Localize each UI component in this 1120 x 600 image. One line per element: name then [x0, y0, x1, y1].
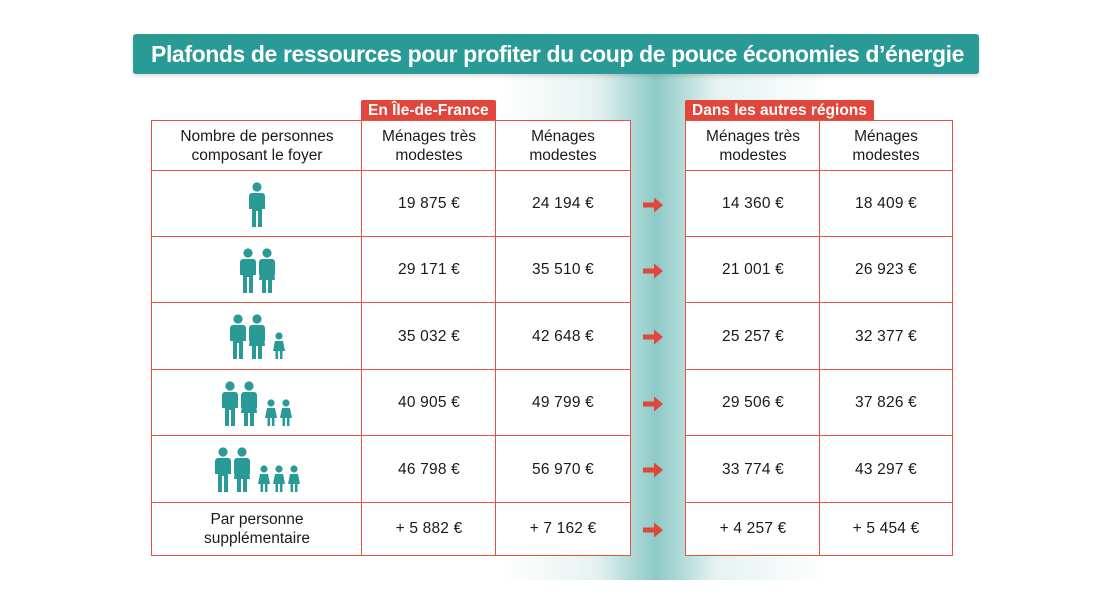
value-autres-modestes: 32 377 € [819, 302, 953, 371]
household-figures [214, 447, 301, 492]
child-icon [265, 398, 277, 426]
child-icon [280, 398, 292, 426]
extra-idf-tres-modestes-text: + 5 882 € [395, 520, 463, 537]
value-idf-tres-modestes-text: 35 032 € [398, 327, 460, 345]
household-figures [229, 314, 286, 359]
value-autres-modestes-text: 26 923 € [855, 261, 917, 278]
value-autres-modestes-text: 18 409 € [855, 195, 917, 212]
value-idf-modestes-text: 56 970 € [532, 460, 594, 478]
value-idf-tres-modestes: 35 032 € [361, 302, 497, 371]
value-autres-modestes-text: 37 826 € [855, 394, 917, 411]
value-idf-tres-modestes-text: 19 875 € [398, 195, 460, 212]
value-autres-modestes-text: 32 377 € [855, 327, 917, 345]
title-banner [133, 34, 979, 74]
value-idf-modestes: 42 648 € [495, 302, 631, 371]
value-autres-tres-modestes-text: 29 506 € [722, 394, 784, 411]
person-icon [248, 314, 265, 359]
person-icon [258, 247, 275, 293]
household-icons [151, 236, 363, 304]
child-icon [272, 332, 285, 359]
extra-idf-modestes-text: + 7 162 € [529, 520, 597, 537]
page-title: Plafonds de ressources pour profiter du … [151, 41, 965, 67]
value-idf-tres-modestes-text: 29 171 € [398, 261, 460, 278]
value-autres-tres-modestes: 21 001 € [685, 236, 821, 304]
household-icons [151, 435, 363, 504]
arrow-right-icon [643, 522, 663, 537]
household-figures [239, 247, 276, 293]
extra-autres-tres-modestes: + 4 257 € [685, 502, 821, 556]
person-icon [229, 314, 246, 359]
household-icons [151, 369, 363, 437]
header-household-size-text: Nombre de personnes composant le foyer [180, 128, 334, 164]
extra-autres-modestes-text: + 5 454 € [852, 520, 920, 537]
value-autres-tres-modestes-text: 14 360 € [722, 195, 784, 212]
extra-person-label: Par personne supplémentaire [151, 502, 363, 556]
person-icon [222, 380, 238, 426]
value-idf-tres-modestes-text: 46 798 € [398, 460, 460, 478]
extra-autres-tres-modestes-text: + 4 257 € [719, 520, 787, 537]
value-idf-modestes: 56 970 € [495, 435, 631, 504]
value-autres-tres-modestes-text: 33 774 € [722, 460, 784, 478]
value-idf-tres-modestes-text: 40 905 € [398, 394, 460, 411]
value-autres-tres-modestes: 33 774 € [685, 435, 821, 504]
value-idf-tres-modestes: 40 905 € [361, 369, 497, 437]
header-autres-tres-modestes: Ménages très modestes [685, 120, 821, 172]
value-idf-tres-modestes: 29 171 € [361, 236, 497, 304]
value-autres-modestes: 26 923 € [819, 236, 953, 304]
value-autres-tres-modestes-text: 21 001 € [722, 261, 784, 278]
household-icons [151, 170, 363, 238]
value-idf-modestes-text: 35 510 € [532, 261, 594, 278]
value-idf-modestes-text: 42 648 € [532, 327, 594, 345]
value-idf-modestes-text: 24 194 € [532, 195, 594, 212]
value-idf-tres-modestes: 19 875 € [361, 170, 497, 238]
header-autres-modestes-text: Ménages modestes [852, 128, 920, 164]
extra-person-label-text: Par personne supplémentaire [204, 511, 310, 547]
header-autres-tres-modestes-text: Ménages très modestes [706, 128, 800, 164]
value-idf-modestes-text: 49 799 € [532, 394, 594, 411]
arrow-right-icon [643, 396, 663, 411]
header-idf-modestes-text: Ménages modestes [529, 128, 597, 164]
arrow-right-icon [643, 197, 663, 212]
arrow-right-icon [643, 462, 663, 478]
value-autres-modestes: 37 826 € [819, 369, 953, 437]
value-autres-modestes: 43 297 € [819, 435, 953, 504]
header-idf-modestes: Ménages modestes [495, 120, 631, 172]
child-icon [287, 465, 300, 492]
person-icon [214, 447, 231, 492]
extra-autres-modestes: + 5 454 € [819, 502, 953, 556]
value-idf-modestes: 35 510 € [495, 236, 631, 304]
header-household-size: Nombre de personnes composant le foyer [151, 120, 363, 172]
person-icon [239, 247, 256, 293]
child-icon [272, 465, 285, 492]
arrow-right-icon [643, 263, 663, 278]
region-tag-idf: En Île-de-France [361, 100, 496, 122]
person-icon [241, 380, 257, 426]
value-idf-modestes: 24 194 € [495, 170, 631, 238]
value-autres-tres-modestes: 29 506 € [685, 369, 821, 437]
value-idf-tres-modestes: 46 798 € [361, 435, 497, 504]
value-autres-tres-modestes-text: 25 257 € [722, 327, 784, 345]
header-idf-tres-modestes-text: Ménages très modestes [382, 128, 476, 164]
child-icon [257, 465, 270, 492]
value-autres-modestes: 18 409 € [819, 170, 953, 238]
value-autres-tres-modestes: 25 257 € [685, 302, 821, 371]
header-idf-tres-modestes: Ménages très modestes [361, 120, 497, 172]
header-autres-modestes: Ménages modestes [819, 120, 953, 172]
person-icon [233, 447, 250, 492]
value-autres-tres-modestes: 14 360 € [685, 170, 821, 238]
household-icons [151, 302, 363, 371]
value-idf-modestes: 49 799 € [495, 369, 631, 437]
region-tag-autres: Dans les autres régions [685, 100, 874, 122]
value-autres-modestes-text: 43 297 € [855, 460, 917, 478]
extra-idf-tres-modestes: + 5 882 € [361, 502, 497, 556]
extra-idf-modestes: + 7 162 € [495, 502, 631, 556]
arrow-right-icon [643, 329, 663, 345]
person-icon [249, 181, 265, 227]
household-figures [221, 380, 293, 426]
household-figures [248, 181, 266, 227]
